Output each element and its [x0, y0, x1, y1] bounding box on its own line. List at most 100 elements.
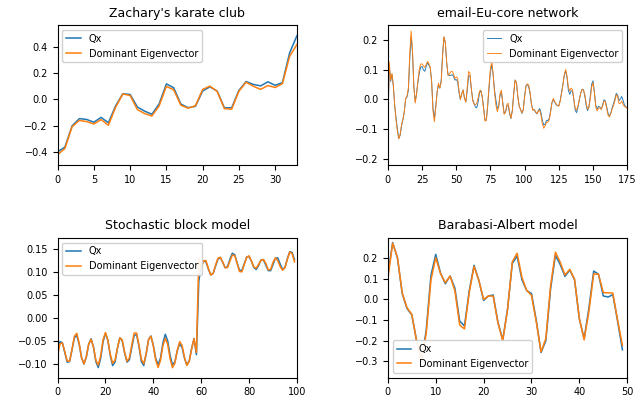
Dominant Eigenvector	[600, 290, 607, 295]
Dominant Eigenvector	[61, 146, 68, 151]
Qx	[415, 71, 423, 76]
Qx	[389, 240, 397, 245]
Qx	[76, 116, 83, 121]
Dominant Eigenvector	[168, 365, 176, 370]
Title: Stochastic block model: Stochastic block model	[104, 220, 250, 232]
Qx	[513, 254, 521, 259]
Dominant Eigenvector	[527, 293, 535, 298]
Qx	[291, 257, 298, 262]
Qx	[394, 255, 401, 260]
Qx	[518, 277, 525, 282]
Line: Dominant Eigenvector: Dominant Eigenvector	[388, 243, 623, 361]
Dominant Eigenvector	[417, 359, 425, 364]
Dominant Eigenvector	[629, 82, 637, 87]
Legend: Qx, Dominant Eigenvector: Qx, Dominant Eigenvector	[63, 30, 202, 62]
Dominant Eigenvector	[274, 258, 282, 263]
Dominant Eigenvector	[542, 336, 550, 341]
Qx	[274, 255, 282, 260]
Qx	[446, 273, 454, 278]
Qx	[388, 72, 396, 77]
Qx	[293, 33, 301, 38]
Dominant Eigenvector	[126, 93, 134, 98]
Dominant Eigenvector	[446, 273, 454, 278]
Dominant Eigenvector	[278, 81, 286, 86]
Qx	[228, 105, 236, 110]
Qx	[243, 79, 250, 84]
Qx	[97, 115, 105, 120]
Qx	[286, 249, 294, 254]
Dominant Eigenvector	[291, 259, 298, 264]
Qx	[278, 80, 286, 85]
Qx	[178, 345, 186, 350]
Dominant Eigenvector	[475, 278, 483, 283]
Dominant Eigenvector	[83, 119, 90, 124]
Dominant Eigenvector	[228, 107, 236, 112]
Dominant Eigenvector	[432, 255, 440, 260]
Dominant Eigenvector	[109, 361, 116, 366]
Qx	[480, 298, 488, 303]
Qx	[629, 84, 637, 89]
Qx	[408, 312, 415, 317]
Dominant Eigenvector	[537, 349, 545, 354]
Qx	[595, 272, 602, 277]
Qx	[384, 126, 392, 131]
Dominant Eigenvector	[451, 288, 459, 293]
Qx	[199, 88, 207, 93]
Qx	[257, 83, 264, 88]
Qx	[134, 105, 141, 110]
Dominant Eigenvector	[614, 318, 621, 323]
Dominant Eigenvector	[509, 259, 516, 264]
Dominant Eigenvector	[235, 89, 243, 94]
Dominant Eigenvector	[575, 316, 583, 321]
Dominant Eigenvector	[442, 280, 449, 285]
Dominant Eigenvector	[384, 128, 392, 133]
Dominant Eigenvector	[480, 297, 488, 302]
Dominant Eigenvector	[178, 343, 186, 348]
Dominant Eigenvector	[286, 249, 294, 254]
Dominant Eigenvector	[97, 117, 105, 122]
Dominant Eigenvector	[561, 273, 569, 278]
Dominant Eigenvector	[619, 343, 627, 348]
Title: Zachary's karate club: Zachary's karate club	[109, 7, 245, 20]
Dominant Eigenvector	[197, 266, 205, 271]
Qx	[509, 261, 516, 266]
Dominant Eigenvector	[408, 312, 415, 317]
Dominant Eigenvector	[388, 71, 396, 76]
Dominant Eigenvector	[156, 103, 163, 108]
Dominant Eigenvector	[119, 91, 127, 96]
Dominant Eigenvector	[470, 264, 478, 269]
Dominant Eigenvector	[590, 271, 598, 276]
Dominant Eigenvector	[206, 84, 214, 89]
Dominant Eigenvector	[513, 251, 521, 256]
Dominant Eigenvector	[580, 337, 588, 342]
Dominant Eigenvector	[394, 255, 401, 260]
Dominant Eigenvector	[552, 250, 559, 255]
Qx	[407, 34, 415, 39]
Qx	[281, 265, 289, 270]
Qx	[436, 271, 444, 276]
Qx	[102, 331, 109, 336]
Qx	[427, 273, 435, 278]
Qx	[600, 293, 607, 298]
Qx	[590, 269, 598, 273]
Line: Qx: Qx	[388, 242, 623, 360]
Qx	[126, 92, 134, 97]
Dominant Eigenvector	[403, 305, 411, 310]
Dominant Eigenvector	[415, 67, 423, 72]
Qx	[432, 252, 440, 257]
Qx	[250, 82, 257, 87]
Qx	[475, 278, 483, 283]
Line: Dominant Eigenvector: Dominant Eigenvector	[388, 31, 633, 139]
Qx	[614, 319, 621, 324]
Qx	[111, 359, 119, 364]
Dominant Eigenvector	[293, 42, 301, 47]
Qx	[609, 292, 617, 297]
Dominant Eigenvector	[494, 320, 502, 325]
Qx	[442, 281, 449, 286]
Dominant Eigenvector	[286, 54, 294, 59]
Qx	[604, 111, 612, 116]
Dominant Eigenvector	[141, 111, 148, 116]
Dominant Eigenvector	[112, 105, 120, 110]
Dominant Eigenvector	[532, 320, 540, 325]
Qx	[619, 347, 627, 352]
